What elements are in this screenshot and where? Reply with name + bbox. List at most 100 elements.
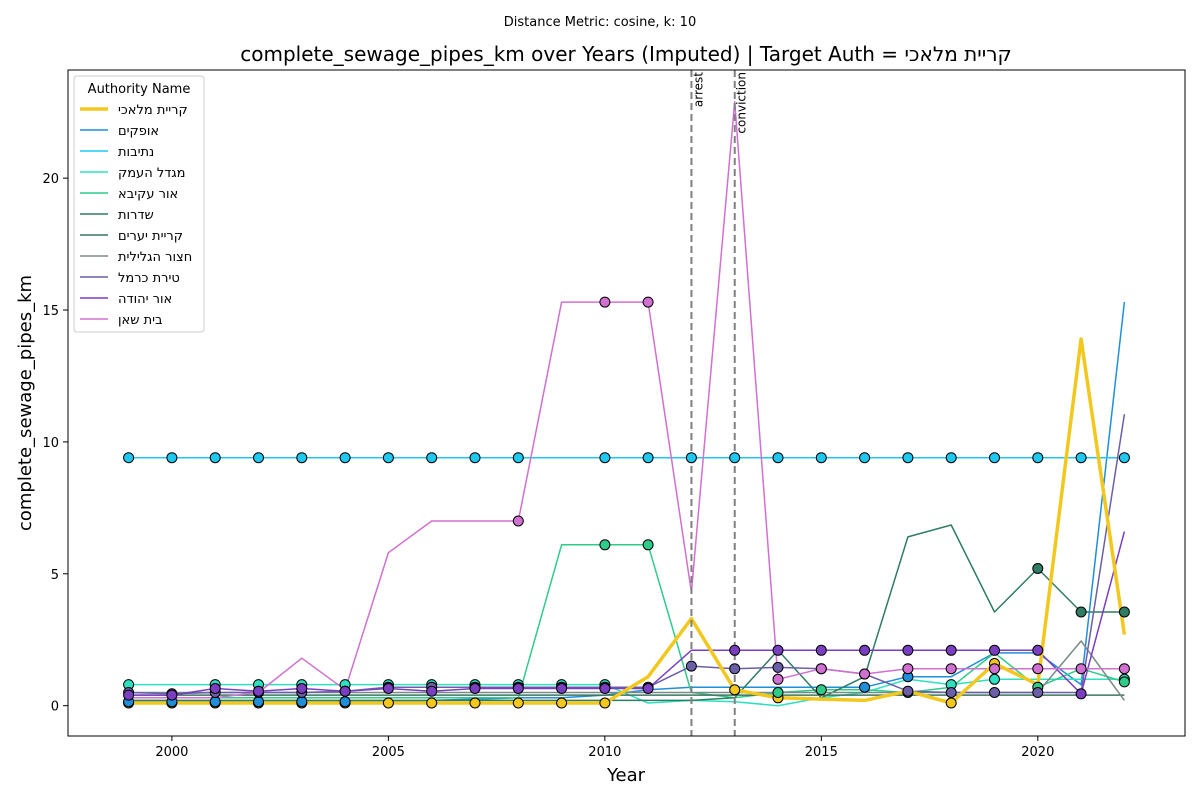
data-point [469,452,481,464]
series-line [128,544,1125,699]
data-point [902,685,914,697]
data-point [599,296,611,308]
data-point [426,452,438,464]
data-point [512,683,524,694]
x-axis: 2000 2005 2010 2015 2020 [155,736,1054,760]
legend-label: מגדל העמק [118,166,186,181]
data-point [1032,663,1044,675]
data-point [339,696,351,708]
data-point [512,452,524,464]
data-point [859,668,871,680]
y-tick-label: 15 [42,304,59,319]
y-axis-label: complete_sewage_pipes_km [15,275,36,531]
data-point [512,697,524,709]
data-point [902,663,914,675]
x-tick-label: 2000 [155,745,188,760]
data-point [209,452,221,464]
legend-label: אור יהודה [118,292,172,307]
series-line [128,678,1125,707]
legend-label: נתיבות [118,145,154,160]
data-point [989,452,1000,464]
data-point [339,685,351,697]
y-tick-label: 5 [51,568,59,583]
data-point [772,644,784,656]
legend-label: קריית יערים [118,229,183,244]
data-point [945,452,957,464]
legend-label: טירת כרמל [118,271,180,286]
event-label: arrest [691,72,705,107]
data-point [1118,663,1130,675]
plot-area-frame [67,69,1186,737]
data-point [296,696,308,708]
data-point [382,683,394,694]
data-point [1032,687,1044,698]
y-tick-label: 10 [42,436,59,451]
data-point [1032,563,1044,574]
data-point [512,515,524,527]
data-point [945,687,957,698]
legend-label: אופקים [118,124,159,139]
data-point [989,663,1000,675]
data-point [556,697,568,709]
data-point [859,681,871,693]
x-tick-label: 2010 [588,745,621,760]
data-point [1075,452,1087,464]
data-point [815,684,827,696]
data-point [253,685,264,697]
data-point [382,697,394,709]
data-point [815,644,827,656]
x-tick-label: 2015 [805,745,838,760]
legend-title: Authority Name [88,82,191,97]
data-point [729,644,741,656]
data-point [296,683,308,694]
data-point [1032,452,1044,464]
data-point [729,684,741,696]
data-point [989,644,1000,656]
data-point [815,452,827,464]
data-point [1118,452,1130,464]
series-lines [128,100,1127,707]
data-point [426,685,438,697]
legend-box [73,75,205,333]
data-point [599,697,611,709]
data-point [642,452,654,464]
data-point [1032,644,1044,656]
data-point [989,673,1000,685]
legend-label: אור עקיבא [118,187,178,202]
data-point [123,452,135,464]
data-point [1075,606,1087,618]
chart-title: complete_sewage_pipes_km over Years (Imp… [240,42,1011,66]
data-point [382,452,394,464]
data-point [1118,606,1130,618]
series-line [128,531,1126,696]
data-point [599,539,611,551]
legend-label: קריית מלאכי [118,103,188,118]
data-point [296,452,308,464]
data-point [772,661,784,673]
x-tick-label: 2005 [372,745,405,760]
y-tick-label: 20 [42,172,59,187]
data-point [426,697,438,709]
data-point [772,452,784,464]
data-point [1118,676,1130,688]
y-tick-label: 0 [51,700,59,715]
data-point [902,452,914,464]
data-point [685,452,697,464]
x-axis-label: Year [606,765,646,786]
data-point [166,452,178,464]
legend-label: שדרות [118,208,154,223]
data-point [599,683,611,694]
data-point [166,689,178,701]
data-point [989,687,1000,698]
data-point [772,673,784,685]
y-axis: 0 5 10 15 20 [42,172,68,715]
series-line [128,414,1126,695]
event-label: conviction [735,72,749,134]
legend: Authority Name קריית מלאכי אופקים נתיבות מג… [73,75,205,333]
data-point [642,539,654,551]
data-point [556,683,568,694]
data-point [469,683,481,694]
data-point [945,663,957,675]
